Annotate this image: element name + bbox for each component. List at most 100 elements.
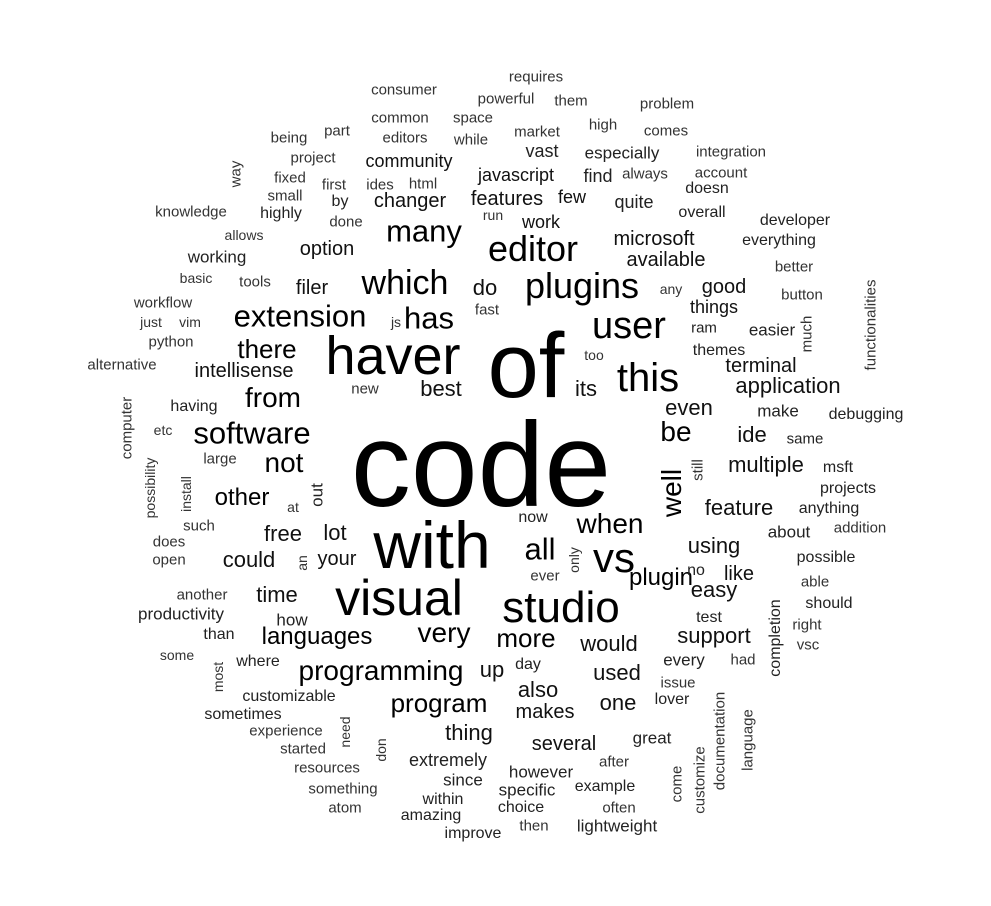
word: changer bbox=[374, 191, 446, 211]
word: part bbox=[324, 124, 350, 139]
word: does bbox=[153, 535, 186, 550]
word: best bbox=[420, 378, 462, 400]
word: choice bbox=[498, 800, 544, 816]
word: microsoft bbox=[613, 229, 694, 249]
word: right bbox=[792, 618, 821, 633]
word: javascript bbox=[478, 166, 554, 184]
word: with bbox=[373, 512, 490, 578]
word: productivity bbox=[138, 606, 224, 623]
word: since bbox=[443, 772, 483, 789]
word: much bbox=[800, 316, 815, 353]
word: things bbox=[690, 298, 738, 316]
word: had bbox=[730, 653, 755, 668]
word: code bbox=[351, 405, 611, 525]
word: like bbox=[724, 564, 754, 584]
word: resources bbox=[294, 761, 360, 776]
word: do bbox=[473, 277, 497, 299]
word: need bbox=[338, 716, 352, 747]
word: by bbox=[332, 194, 349, 210]
word: ram bbox=[691, 321, 717, 336]
word: still bbox=[691, 459, 706, 481]
word: example bbox=[575, 779, 635, 795]
word: account bbox=[695, 166, 748, 181]
word: js bbox=[391, 315, 401, 329]
word: of bbox=[488, 320, 565, 412]
word: would bbox=[580, 633, 637, 655]
word: about bbox=[768, 524, 811, 541]
word: etc bbox=[154, 423, 173, 437]
word: button bbox=[781, 288, 823, 303]
word: available bbox=[627, 250, 706, 270]
word: first bbox=[322, 178, 346, 193]
word: an bbox=[295, 555, 309, 571]
word: fixed bbox=[274, 171, 306, 186]
word: amazing bbox=[401, 808, 461, 824]
word: allows bbox=[225, 228, 264, 242]
word: terminal bbox=[725, 356, 796, 376]
word: doesn bbox=[685, 181, 729, 197]
word: plugin bbox=[629, 566, 693, 590]
word: one bbox=[600, 692, 637, 714]
word: basic bbox=[180, 271, 213, 285]
word: how bbox=[276, 612, 307, 629]
word: than bbox=[203, 627, 234, 643]
word: free bbox=[264, 523, 302, 545]
word: editor bbox=[488, 231, 578, 267]
word: great bbox=[633, 730, 672, 747]
word: projects bbox=[820, 481, 876, 497]
word: vim bbox=[179, 315, 201, 329]
word: experience bbox=[249, 724, 322, 739]
word: day bbox=[515, 657, 541, 673]
word: requires bbox=[509, 70, 563, 85]
word: high bbox=[589, 118, 617, 133]
word: make bbox=[757, 403, 799, 420]
word: has bbox=[404, 303, 454, 334]
word: computer bbox=[120, 397, 135, 460]
word: using bbox=[688, 535, 741, 557]
word: just bbox=[140, 315, 162, 329]
word: tools bbox=[239, 275, 271, 290]
word: atom bbox=[328, 801, 361, 816]
word: extremely bbox=[409, 751, 487, 769]
word: integration bbox=[696, 145, 766, 160]
word: few bbox=[558, 188, 586, 206]
word: come bbox=[670, 766, 685, 803]
word: especially bbox=[585, 145, 660, 162]
word: issue bbox=[660, 676, 695, 691]
word: html bbox=[409, 177, 437, 192]
word: makes bbox=[516, 702, 575, 722]
word: functionalities bbox=[864, 280, 879, 371]
word: find bbox=[583, 167, 612, 185]
word: every bbox=[663, 652, 705, 669]
word: powerful bbox=[478, 92, 535, 107]
word: customizable bbox=[242, 689, 335, 705]
word: support bbox=[677, 625, 750, 647]
word: there bbox=[237, 336, 296, 362]
word: large bbox=[203, 452, 236, 467]
word: overall bbox=[678, 205, 725, 221]
word: able bbox=[801, 575, 829, 590]
word: something bbox=[308, 782, 377, 797]
word: from bbox=[245, 384, 301, 412]
word: having bbox=[170, 399, 217, 415]
word: work bbox=[522, 213, 560, 231]
word: highly bbox=[260, 206, 302, 222]
word: improve bbox=[445, 826, 502, 842]
word: good bbox=[702, 277, 747, 297]
word: everything bbox=[742, 233, 816, 249]
word: no bbox=[687, 563, 705, 579]
word: software bbox=[193, 418, 310, 449]
word: filer bbox=[296, 278, 328, 298]
word: vast bbox=[525, 142, 558, 160]
word: fast bbox=[475, 303, 499, 318]
word: consumer bbox=[371, 83, 437, 98]
word: documentation bbox=[713, 692, 728, 790]
word: intellisense bbox=[195, 361, 294, 381]
word: language bbox=[741, 709, 756, 771]
word: ever bbox=[530, 569, 559, 584]
word: project bbox=[290, 151, 335, 166]
word: features bbox=[471, 189, 543, 209]
word: now bbox=[518, 510, 547, 526]
word: python bbox=[148, 335, 193, 350]
word: application bbox=[735, 375, 840, 397]
